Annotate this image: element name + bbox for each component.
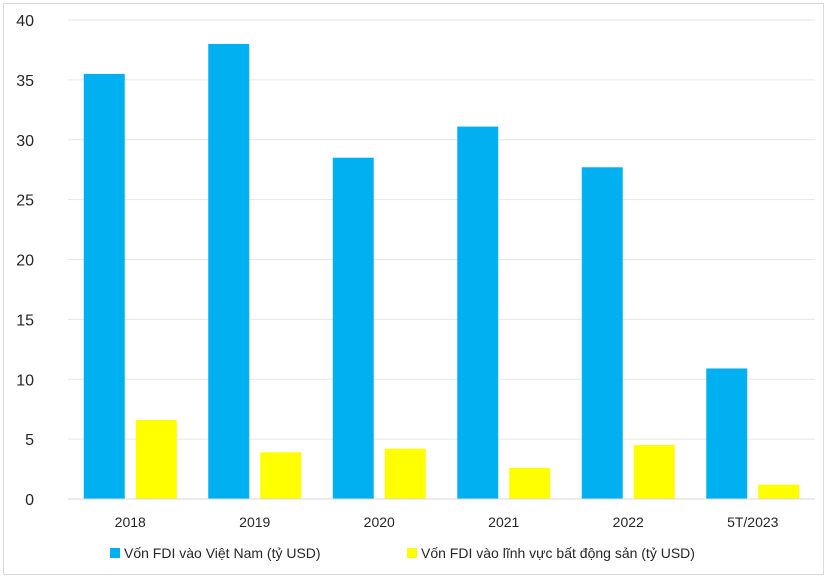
legend-swatch — [110, 548, 120, 558]
x-axis-ticks: 2018 2019 2020 2021 2022 5T/2023 — [115, 514, 779, 530]
y-tick-label: 0 — [25, 492, 34, 509]
bar-series-1-2022 — [581, 167, 623, 500]
x-tick-label: 2022 — [613, 514, 644, 530]
legend-swatch — [407, 548, 417, 558]
y-tick-label: 35 — [16, 73, 34, 90]
bar-series-1-2018 — [83, 73, 125, 499]
bar-series-2-2022 — [633, 445, 675, 499]
bars — [83, 43, 800, 500]
bar-series-2-2021 — [509, 467, 551, 499]
x-tick-label: 2020 — [364, 514, 395, 530]
bar-series-1-5T/2023 — [706, 368, 748, 499]
y-tick-label: 15 — [16, 312, 34, 329]
gridlines — [68, 19, 815, 440]
y-tick-label: 25 — [16, 193, 34, 210]
legend-label: Vốn FDI vào lĩnh vực bất động sản (tỷ US… — [421, 545, 695, 561]
y-tick-label: 20 — [16, 253, 34, 270]
bar-series-1-2019 — [208, 43, 250, 499]
legend: Vốn FDI vào Việt Nam (tỷ USD) Vốn FDI vào… — [110, 545, 695, 561]
bar-series-2-2018 — [135, 419, 177, 499]
x-tick-label: 5T/2023 — [727, 514, 779, 530]
x-tick-label: 2021 — [488, 514, 519, 530]
bar-series-1-2021 — [457, 126, 499, 499]
x-tick-label: 2018 — [115, 514, 146, 530]
y-axis-ticks: 0 5 10 15 20 25 30 35 40 — [16, 13, 34, 509]
x-tick-label: 2019 — [239, 514, 270, 530]
y-tick-label: 10 — [16, 372, 34, 389]
y-tick-label: 40 — [16, 13, 34, 30]
bar-series-2-5T/2023 — [758, 484, 800, 499]
legend-label: Vốn FDI vào Việt Nam (tỷ USD) — [124, 545, 321, 561]
bar-series-1-2020 — [332, 157, 374, 499]
y-tick-label: 30 — [16, 133, 34, 150]
bar-series-2-2019 — [260, 452, 302, 499]
bar-series-2-2020 — [384, 448, 426, 499]
y-tick-label: 5 — [25, 432, 34, 449]
